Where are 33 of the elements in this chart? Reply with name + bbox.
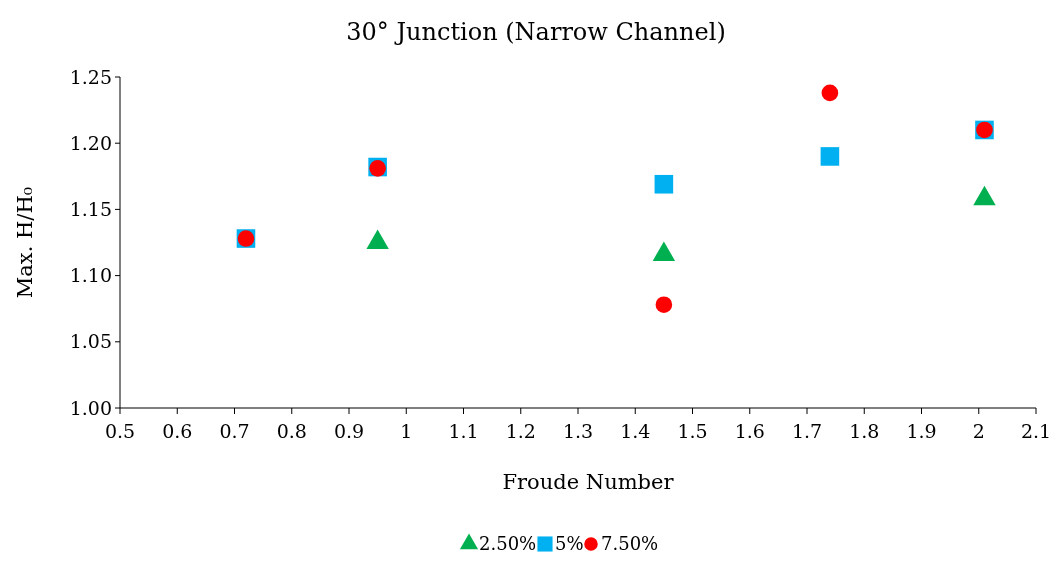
x-tick-label: 1.6 [734,420,765,442]
x-tick-label: 2 [972,420,985,442]
x-tick-label: 1.5 [677,420,708,442]
x-tick-label: 1.2 [505,420,536,442]
point [655,296,673,314]
x-tick-label: 0.7 [219,420,250,442]
legend-label: 7.50% [601,533,659,554]
x-tick-label: 0.6 [162,420,193,442]
y-tick-label: 1.15 [69,198,112,221]
x-tick-label: 1.9 [906,420,937,442]
x-tick-label: 0.9 [333,420,365,442]
x-tick-label: 1.8 [849,420,880,442]
x-tick-label: 1.3 [562,420,594,442]
y-axis-title: Max. H/H₀ [13,186,37,299]
y-tick-label: 1.25 [69,65,112,88]
y-tick-label: 1.20 [69,131,112,154]
x-tick-label: 0.8 [276,420,307,442]
x-tick-label: 1.7 [791,420,823,442]
x-tick-label: 1.4 [620,420,651,442]
x-tick-label: 1.1 [448,420,479,442]
legend-label: 5% [555,533,584,554]
y-tick-label: 1.00 [69,396,112,419]
y-tick-label: 1.05 [69,330,112,353]
x-axis-title: Froude Number [502,470,675,494]
x-tick-label: 2.1 [1020,420,1052,442]
point [820,147,840,166]
x-tick-label: 0.5 [104,420,136,442]
x-tick-label: 1 [400,420,413,442]
chart-title: 30° Junction (Narrow Channel) [346,18,726,46]
point [654,174,674,194]
y-tick-label: 1.10 [69,264,112,287]
point [821,84,839,102]
legend-label: 2.50% [479,533,537,554]
